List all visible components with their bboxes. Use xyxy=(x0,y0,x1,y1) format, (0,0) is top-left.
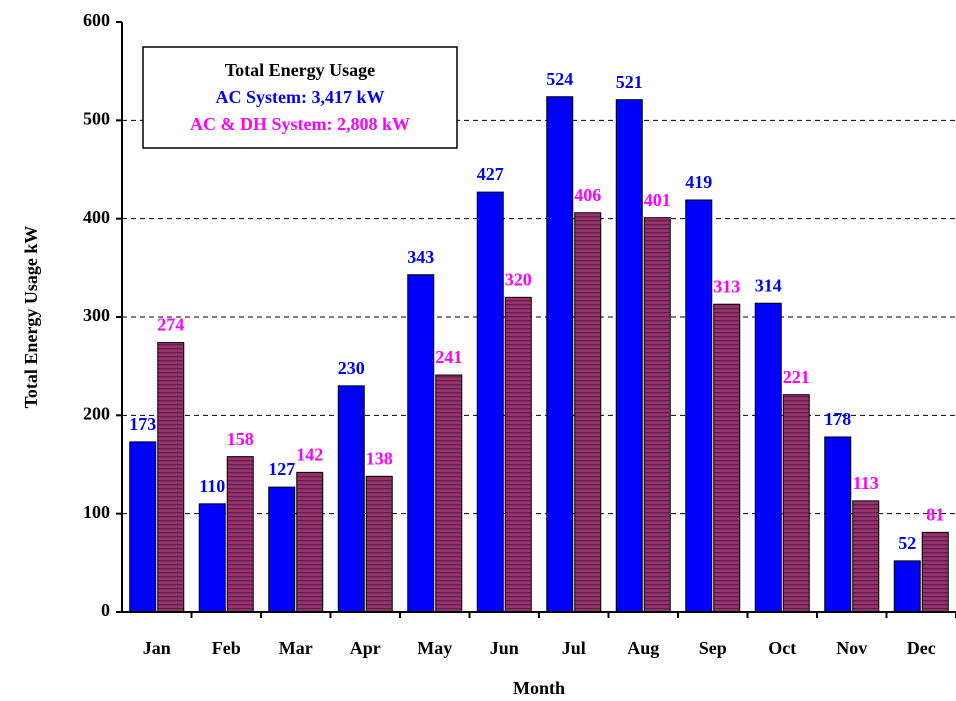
data-label: 52 xyxy=(898,533,916,553)
x-tick-label: Jan xyxy=(143,638,171,658)
data-label: 173 xyxy=(129,414,156,434)
data-label: 158 xyxy=(227,429,254,449)
data-label: 320 xyxy=(505,269,532,289)
legend-entry: AC System: 3,417 kW xyxy=(216,87,385,107)
data-label: 138 xyxy=(366,448,393,468)
data-label: 230 xyxy=(338,358,365,378)
x-tick-label: Oct xyxy=(768,638,796,658)
data-label: 113 xyxy=(853,473,879,493)
bar xyxy=(476,191,504,613)
bar xyxy=(407,274,435,613)
x-tick-label: Nov xyxy=(836,638,867,658)
bar xyxy=(782,394,810,613)
bar xyxy=(643,217,671,613)
bar xyxy=(824,436,852,613)
data-label: 81 xyxy=(926,504,944,524)
y-axis-label: Total Energy Usage kW xyxy=(21,226,41,409)
data-label: 401 xyxy=(644,190,671,210)
data-label: 427 xyxy=(477,164,504,184)
y-tick-label: 300 xyxy=(83,305,110,325)
x-tick-label: Jun xyxy=(490,638,519,658)
data-label: 524 xyxy=(546,69,573,89)
y-tick-label: 400 xyxy=(83,207,110,227)
data-label: 313 xyxy=(713,276,740,296)
plot-area: 0 100 200 300 400 500 600 Jan 173 274 Feb 110 158 Mar… xyxy=(83,10,956,658)
bar xyxy=(685,199,713,613)
bar xyxy=(337,385,365,613)
data-label: 343 xyxy=(407,247,434,267)
bar xyxy=(296,471,324,613)
bar xyxy=(198,503,226,613)
data-label: 274 xyxy=(157,315,184,335)
y-tick-label: 0 xyxy=(101,600,110,620)
x-tick-label: Mar xyxy=(279,638,313,658)
bar xyxy=(226,456,254,613)
bar xyxy=(713,303,741,613)
x-tick-label: Aug xyxy=(627,638,659,658)
x-tick-label: Apr xyxy=(350,638,381,658)
bar xyxy=(435,374,463,613)
bar xyxy=(129,441,157,613)
bar xyxy=(754,302,782,613)
data-label: 127 xyxy=(268,459,295,479)
bar xyxy=(893,560,921,613)
bar xyxy=(365,475,393,613)
y-tick-label: 500 xyxy=(83,108,110,128)
data-label: 178 xyxy=(824,409,851,429)
bar xyxy=(546,96,574,613)
data-label: 241 xyxy=(435,347,462,367)
y-tick-label: 200 xyxy=(83,403,110,423)
data-label: 314 xyxy=(755,275,782,295)
bar xyxy=(157,342,185,613)
bar xyxy=(504,296,532,613)
data-label: 142 xyxy=(296,444,323,464)
data-label: 521 xyxy=(616,72,643,92)
x-tick-label: Jul xyxy=(562,638,586,658)
x-tick-label: Feb xyxy=(212,638,241,658)
x-tick-label: Dec xyxy=(907,638,936,658)
bar xyxy=(615,99,643,613)
legend-entry: AC & DH System: 2,808 kW xyxy=(190,114,410,134)
x-axis-label: Month xyxy=(513,678,565,698)
data-label: 221 xyxy=(783,367,810,387)
bar xyxy=(852,500,880,613)
y-tick-label: 600 xyxy=(83,10,110,30)
bar xyxy=(574,212,602,613)
data-label: 406 xyxy=(574,185,601,205)
bar xyxy=(921,531,949,613)
bar xyxy=(268,486,296,613)
y-tick-label: 100 xyxy=(83,502,110,522)
legend-box xyxy=(142,46,458,149)
legend-title: Total Energy Usage xyxy=(225,60,375,80)
x-tick-label: Sep xyxy=(699,638,727,658)
data-label: 110 xyxy=(199,476,225,496)
x-tick-label: May xyxy=(417,638,452,658)
data-label: 419 xyxy=(685,172,712,192)
